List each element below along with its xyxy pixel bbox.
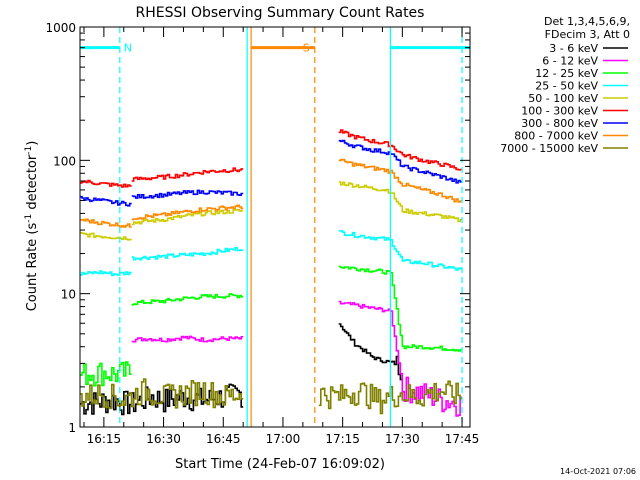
legend-entry-label-7: 800 - 7000 keV <box>514 130 598 143</box>
x-tick-label-5: 17:30 <box>385 432 420 446</box>
series-line-1-0 <box>131 335 244 343</box>
series-2 <box>80 265 462 387</box>
y-axis-label-sup1: -1 <box>24 214 34 223</box>
series-4 <box>80 181 462 241</box>
x-tick-label-4: 17:15 <box>325 432 360 446</box>
series-line-0-1 <box>338 323 403 381</box>
series-6 <box>80 139 462 207</box>
x-tick-label-2: 16:45 <box>206 432 241 446</box>
legend-entry-label-0: 3 - 6 keV <box>549 42 598 55</box>
series-3 <box>80 230 462 277</box>
legend-entry-label-1: 6 - 12 keV <box>542 55 598 68</box>
y-tick-label-0: 1 <box>68 421 76 435</box>
x-tick-label-3: 17:00 <box>266 432 301 446</box>
series-line-6-1 <box>131 189 244 199</box>
y-axis-label-end: ) <box>25 141 40 146</box>
series-line-5-2 <box>338 129 462 171</box>
legend-header-line-1: Det 1,3,4,5,6,9, <box>544 15 630 28</box>
y-tick-label-2: 100 <box>53 154 76 168</box>
series-line-4-2 <box>338 181 462 223</box>
x-axis: 16:15 16:30 16:45 17:00 17:15 17:30 17:45 <box>83 27 480 446</box>
series-line-4-1 <box>131 209 244 226</box>
series-line-2-1 <box>131 293 244 306</box>
y-axis: 1 10 100 1000 <box>45 21 470 435</box>
legend-header-line-2: FDecim 3, Att 0 <box>545 28 630 41</box>
legend-entry-label-6: 300 - 800 keV <box>521 117 598 130</box>
series-line-5-1 <box>131 167 244 182</box>
series-line-7-0 <box>80 218 132 228</box>
series-5 <box>80 129 462 188</box>
y-axis-label-main: Count Rate (s <box>25 223 40 312</box>
y-axis-label-sup2: -1 <box>24 146 34 155</box>
legend-entry-label-4: 50 - 100 keV <box>528 92 598 105</box>
plot-frame <box>79 26 471 428</box>
series-7 <box>80 158 462 228</box>
x-tick-label-6: 17:45 <box>445 432 480 446</box>
flag-label-0: N <box>124 42 132 55</box>
y-tick-label-3: 1000 <box>45 21 76 35</box>
series-line-5-0 <box>80 179 132 188</box>
y-tick-label-1: 10 <box>61 288 76 302</box>
x-tick-label-0: 16:15 <box>87 432 122 446</box>
series-line-2-2 <box>338 265 462 352</box>
legend-entry-label-5: 100 - 300 keV <box>521 105 598 118</box>
legend-entry-label-8: 7000 - 15000 keV <box>500 142 598 155</box>
legend-entry-label-2: 12 - 25 keV <box>535 67 598 80</box>
series-line-4-0 <box>80 231 132 241</box>
legend: Det 1,3,4,5,6,9, FDecim 3, Att 0 3 - 6 k… <box>500 15 630 155</box>
series-line-2-0 <box>80 361 132 387</box>
series-line-3-0 <box>80 270 132 277</box>
chart-title: RHESSI Observing Summary Count Rates <box>136 5 425 21</box>
x-axis-label: Start Time (24-Feb-07 16:09:02) <box>175 457 385 472</box>
series-line-1-1 <box>338 300 462 417</box>
flag-label-1: S <box>303 42 310 55</box>
series-line-8-0 <box>80 378 244 410</box>
series-line-7-1 <box>131 204 244 221</box>
series-line-3-1 <box>131 246 244 261</box>
series-line-7-2 <box>338 158 462 203</box>
y-axis-label: Count Rate (s-1 detector-1) <box>24 141 40 312</box>
x-tick-label-1: 16:30 <box>146 432 181 446</box>
series-line-6-2 <box>338 139 462 184</box>
series-line-3-2 <box>338 230 462 271</box>
y-axis-label-mid: detector <box>25 154 40 214</box>
series-line-6-0 <box>80 195 132 207</box>
legend-entry-label-3: 25 - 50 keV <box>535 80 598 93</box>
series-1 <box>131 300 462 417</box>
timestamp: 14-Oct-2021 07:06 <box>560 467 636 476</box>
